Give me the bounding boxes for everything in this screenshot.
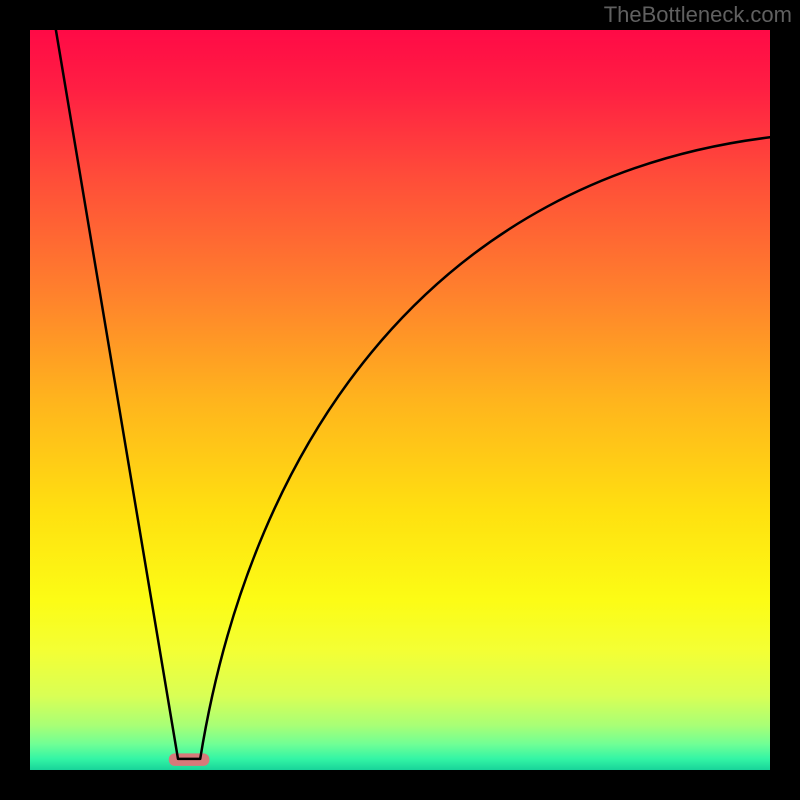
bottleneck-chart: TheBottleneck.com [0,0,800,800]
plot-background-gradient [30,30,770,770]
chart-canvas [0,0,800,800]
watermark-text: TheBottleneck.com [604,2,792,28]
